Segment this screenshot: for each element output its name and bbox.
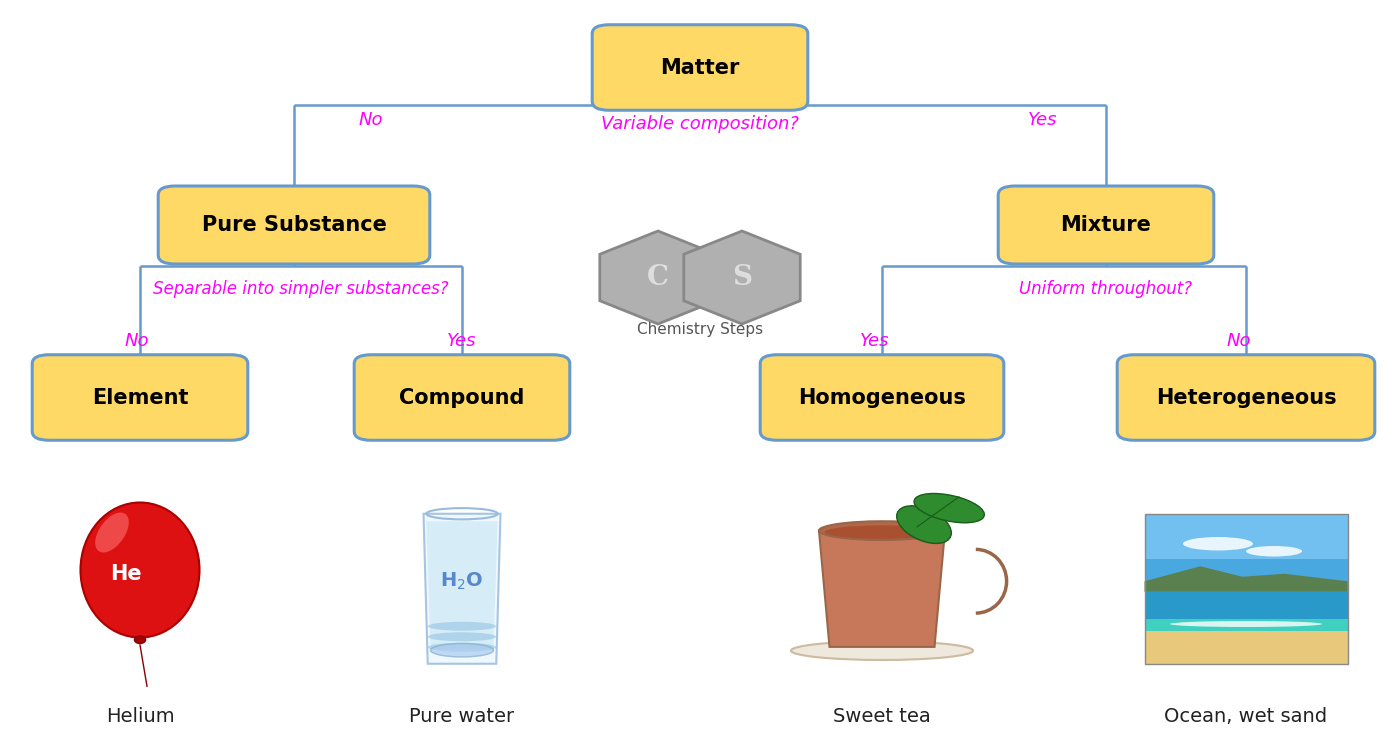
Text: Mixture: Mixture: [1061, 215, 1151, 235]
FancyBboxPatch shape: [998, 186, 1214, 264]
Text: Homogeneous: Homogeneous: [798, 388, 966, 407]
Text: Chemistry Steps: Chemistry Steps: [637, 322, 763, 338]
Text: No: No: [358, 111, 384, 129]
Text: C: C: [647, 264, 669, 291]
Ellipse shape: [825, 526, 939, 538]
Ellipse shape: [914, 494, 984, 523]
FancyBboxPatch shape: [1145, 631, 1347, 664]
FancyBboxPatch shape: [1145, 514, 1347, 559]
Text: No: No: [1226, 332, 1252, 350]
FancyBboxPatch shape: [1145, 619, 1347, 631]
Text: Pure water: Pure water: [409, 706, 515, 726]
FancyBboxPatch shape: [592, 25, 808, 110]
Text: No: No: [125, 332, 150, 350]
Polygon shape: [599, 231, 717, 324]
Ellipse shape: [819, 521, 945, 540]
Text: He: He: [111, 564, 141, 584]
Ellipse shape: [1183, 537, 1253, 550]
FancyBboxPatch shape: [32, 355, 248, 440]
Ellipse shape: [81, 503, 199, 638]
Polygon shape: [423, 514, 501, 664]
Ellipse shape: [896, 506, 952, 544]
Ellipse shape: [1246, 546, 1302, 556]
Ellipse shape: [134, 636, 146, 644]
Ellipse shape: [431, 644, 493, 657]
Ellipse shape: [791, 641, 973, 660]
Ellipse shape: [428, 622, 496, 631]
FancyBboxPatch shape: [1117, 355, 1375, 440]
Text: Compound: Compound: [399, 388, 525, 407]
FancyBboxPatch shape: [354, 355, 570, 440]
Polygon shape: [426, 521, 498, 649]
Text: Element: Element: [92, 388, 188, 407]
Text: Separable into simpler substances?: Separable into simpler substances?: [153, 280, 449, 298]
Text: Sweet tea: Sweet tea: [833, 706, 931, 726]
Text: Yes: Yes: [447, 332, 477, 350]
Ellipse shape: [1170, 621, 1322, 627]
Polygon shape: [1145, 566, 1347, 592]
Text: S: S: [732, 264, 752, 291]
Polygon shape: [819, 531, 945, 646]
Text: Helium: Helium: [105, 706, 175, 726]
Text: Yes: Yes: [860, 332, 890, 350]
Text: Heterogeneous: Heterogeneous: [1155, 388, 1337, 407]
FancyBboxPatch shape: [1145, 592, 1347, 622]
Ellipse shape: [95, 512, 129, 553]
FancyBboxPatch shape: [158, 186, 430, 264]
FancyBboxPatch shape: [1145, 514, 1347, 592]
Text: H$_2$O: H$_2$O: [441, 571, 483, 592]
Text: Uniform throughout?: Uniform throughout?: [1019, 280, 1193, 298]
FancyBboxPatch shape: [760, 355, 1004, 440]
Text: Ocean, wet sand: Ocean, wet sand: [1165, 706, 1327, 726]
Text: Pure Substance: Pure Substance: [202, 215, 386, 235]
Ellipse shape: [428, 643, 496, 652]
Ellipse shape: [428, 632, 496, 641]
Polygon shape: [683, 231, 801, 324]
Text: Yes: Yes: [1028, 111, 1058, 129]
Text: Variable composition?: Variable composition?: [601, 115, 799, 133]
Text: Matter: Matter: [661, 58, 739, 77]
